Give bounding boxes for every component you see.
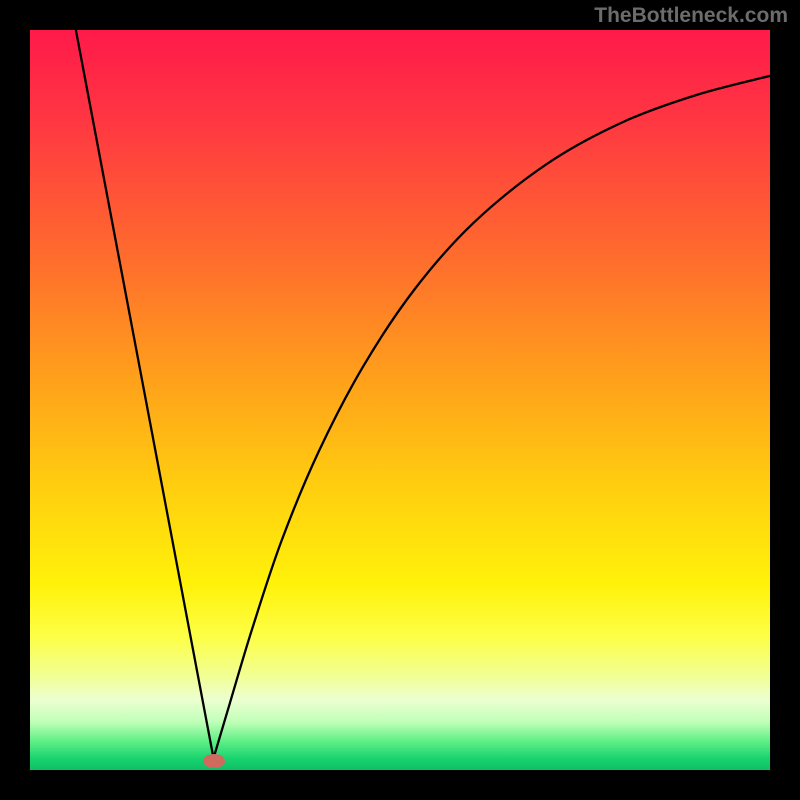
curve-svg <box>30 30 770 770</box>
bottleneck-curve <box>76 30 770 758</box>
plot-area <box>30 30 770 770</box>
minimum-marker <box>203 754 225 768</box>
watermark-text: TheBottleneck.com <box>594 4 788 28</box>
